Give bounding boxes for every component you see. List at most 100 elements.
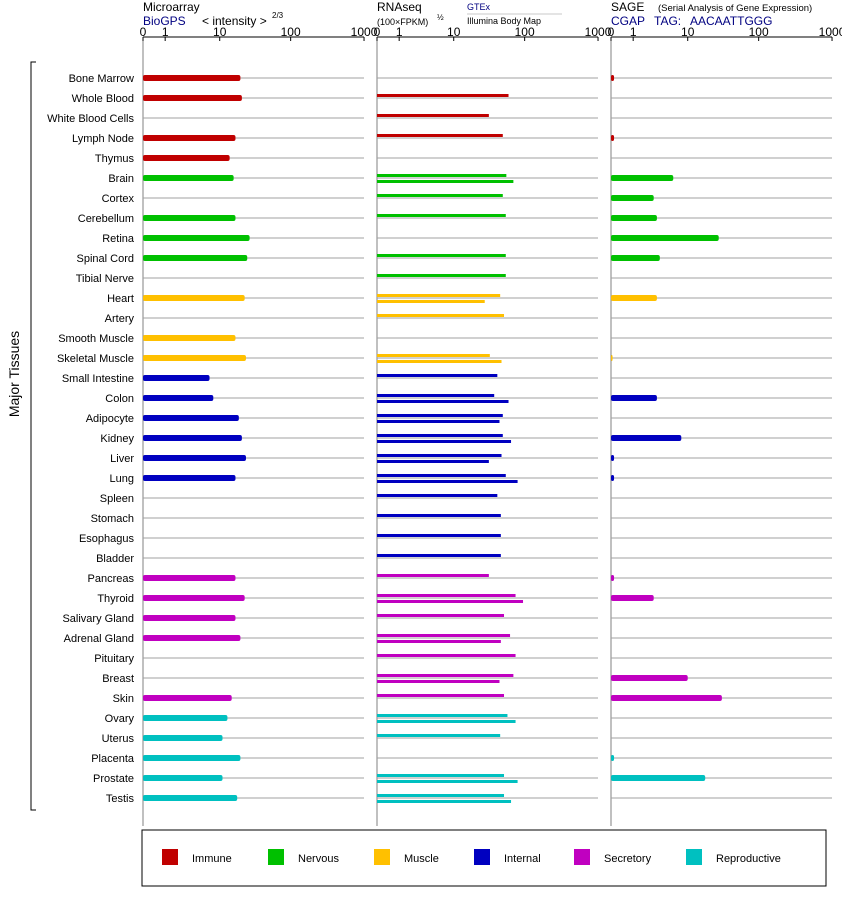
microarray-unit-exponent: 2/3 <box>272 11 284 20</box>
microarray-bar-smooth-muscle <box>143 335 236 341</box>
rnaseq-bar-stomach <box>377 514 501 517</box>
category-label-whole-blood: Whole Blood <box>72 93 134 105</box>
microarray-bar-small-intestine <box>143 375 210 381</box>
sage-bar-colon <box>611 395 657 401</box>
microarray-bar-bone-marrow <box>143 75 241 81</box>
category-label-salivary-gland: Salivary Gland <box>62 613 134 625</box>
rnaseq-bar-pituitary <box>377 654 516 657</box>
microarray-bar-retina <box>143 235 250 241</box>
sage-tick-label-10: 10 <box>681 25 695 39</box>
legend-swatch-secretory <box>574 849 590 865</box>
category-label-heart: Heart <box>107 293 134 305</box>
microarray-bar-adrenal-gland <box>143 635 241 641</box>
sage-bar-pancreas <box>611 575 615 581</box>
rnaseq-bar-prostate-gtex <box>377 774 505 777</box>
category-label-kidney: Kidney <box>100 433 134 445</box>
microarray-bar-thymus <box>143 155 230 161</box>
category-label-brain: Brain <box>108 173 134 185</box>
sage-bar-prostate <box>611 775 706 781</box>
category-label-placenta: Placenta <box>91 753 135 765</box>
microarray-bar-skeletal-muscle <box>143 355 246 361</box>
rnaseq-bar-adrenal-gland-ibm <box>377 640 501 643</box>
microarray-bar-kidney <box>143 435 242 441</box>
sage-tag-label: TAG: <box>654 14 681 28</box>
category-label-tibial-nerve: Tibial Nerve <box>76 273 134 285</box>
microarray-bar-liver <box>143 455 246 461</box>
rnaseq-bar-spleen <box>377 494 498 497</box>
legend-label-immune: Immune <box>192 853 232 865</box>
rnaseq-bar-adipocyte-gtex <box>377 414 503 417</box>
rnaseq-bar-colon-gtex <box>377 394 495 397</box>
plot-area: Bone Marrow Whole Blood White Blood Cells L… <box>47 25 842 826</box>
rnaseq-tick-label-1: 1 <box>396 25 403 39</box>
sage-title: SAGE <box>611 0 644 14</box>
rnaseq-unit-label: (100×FPKM) <box>377 17 428 27</box>
rnaseq-bar-lung-ibm <box>377 480 518 483</box>
y-group-label: Major Tissues <box>6 331 22 417</box>
sage-bar-placenta <box>611 755 615 761</box>
category-label-skeletal-muscle: Skeletal Muscle <box>57 353 134 365</box>
rnaseq-bar-ovary-gtex <box>377 714 508 717</box>
rnaseq-bar-skin <box>377 694 505 697</box>
category-label-small-intestine: Small Intestine <box>62 373 134 385</box>
rnaseq-tick-label-0: 0 <box>374 25 381 39</box>
category-label-testis: Testis <box>106 793 135 805</box>
rnaseq-bar-cerebellum <box>377 214 506 217</box>
panel-headers: Microarray BioGPS < intensity > 2/3 RNAs… <box>143 0 812 28</box>
microarray-tick-label-0: 0 <box>140 25 147 39</box>
rnaseq-bar-whole-blood <box>377 94 509 97</box>
sage-source: CGAP <box>611 14 645 28</box>
category-label-esophagus: Esophagus <box>79 533 135 545</box>
rnaseq-tick-label-1000: 1000 <box>585 25 612 39</box>
rnaseq-bar-pancreas <box>377 574 489 577</box>
rnaseq-bar-lymph-node <box>377 134 503 137</box>
sage-bar-thyroid <box>611 595 654 601</box>
rnaseq-bar-liver-gtex <box>377 454 502 457</box>
category-label-adipocyte: Adipocyte <box>86 413 134 425</box>
category-label-retina: Retina <box>102 233 135 245</box>
category-label-white-blood-cells: White Blood Cells <box>47 113 134 125</box>
legend-label-muscle: Muscle <box>404 853 439 865</box>
microarray-bar-whole-blood <box>143 95 242 101</box>
sage-tick-label-1: 1 <box>630 25 637 39</box>
rnaseq-source-ibm: Illumina Body Map <box>467 16 541 26</box>
category-label-adrenal-gland: Adrenal Gland <box>64 633 134 645</box>
sage-bar-spinal-cord <box>611 255 660 261</box>
sage-bar-skin <box>611 695 722 701</box>
sage-tick-label-1000: 1000 <box>819 25 842 39</box>
rnaseq-title: RNAseq <box>377 0 422 14</box>
rnaseq-bar-kidney-ibm <box>377 440 512 443</box>
microarray-unit-label: < intensity > <box>202 14 267 28</box>
category-label-bladder: Bladder <box>96 553 134 565</box>
category-label-skin: Skin <box>113 693 134 705</box>
category-label-smooth-muscle: Smooth Muscle <box>58 333 134 345</box>
legend-swatch-internal <box>474 849 490 865</box>
rnaseq-bar-salivary-gland <box>377 614 505 617</box>
category-label-breast: Breast <box>102 673 134 685</box>
rnaseq-bar-brain-ibm <box>377 180 514 183</box>
sage-bar-breast <box>611 675 688 681</box>
microarray-bar-brain <box>143 175 234 181</box>
microarray-bar-lung <box>143 475 236 481</box>
sage-bar-retina <box>611 235 719 241</box>
sage-tag-sequence: AACAATTGGG <box>690 14 772 28</box>
rnaseq-bar-skeletal-muscle-gtex <box>377 354 490 357</box>
y-group-bracket <box>30 61 36 811</box>
sage-bar-cerebellum <box>611 215 657 221</box>
microarray-bar-thyroid <box>143 595 245 601</box>
microarray-bar-skin <box>143 695 232 701</box>
category-label-thymus: Thymus <box>95 153 135 165</box>
legend: Immune Nervous Muscle Internal Secretory Repr… <box>141 829 827 887</box>
sage-bar-liver <box>611 455 615 461</box>
rnaseq-tick-label-10: 10 <box>447 25 461 39</box>
category-label-cerebellum: Cerebellum <box>78 213 134 225</box>
microarray-bar-cerebellum <box>143 215 236 221</box>
rnaseq-bar-bladder <box>377 554 501 557</box>
category-label-artery: Artery <box>105 313 135 325</box>
rnaseq-source-gtex: GTEx <box>467 2 491 12</box>
legend-label-nervous: Nervous <box>298 853 339 865</box>
rnaseq-unit-exponent: ½ <box>437 13 444 22</box>
microarray-bar-heart <box>143 295 245 301</box>
sage-tick-label-100: 100 <box>749 25 769 39</box>
